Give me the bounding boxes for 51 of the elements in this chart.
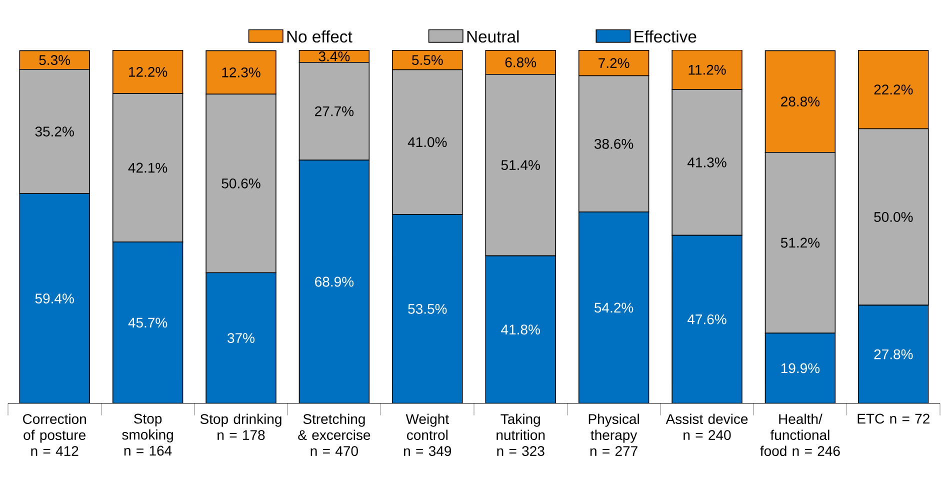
data-label: 59.4% [35,294,74,304]
x-tick-label: Stop drinking n = 178 [200,414,282,440]
legend-label: Effective [634,30,696,43]
data-label: 12.3% [222,67,260,78]
data-label: 3.4% [318,51,350,62]
data-label: 38.6% [594,138,634,149]
x-tick-label: Taking nutrition n = 323 [496,414,545,456]
data-label: 12.2% [129,66,168,77]
data-label: 27.7% [315,106,354,116]
data-label: 54.2% [594,302,634,313]
bar [672,50,742,90]
x-tick-label: Weight control n = 349 [404,414,452,456]
data-label: 27.8% [874,349,913,360]
data-label: 41.3% [687,157,726,168]
data-label: 50.6% [222,178,260,188]
data-label: 41.8% [501,324,540,335]
data-label: 11.2% [688,64,726,75]
data-label: 68.9% [315,276,354,287]
data-label: 5.5% [412,55,443,65]
data-label: 47.6% [687,314,726,324]
bar [578,50,650,76]
bar [392,50,463,70]
data-label: 41.0% [408,137,447,148]
legend-label: No effect [287,30,352,43]
data-label: 50.0% [874,212,913,222]
data-label: 51.2% [780,238,820,248]
bar [764,50,836,153]
data-label: 37% [228,333,255,343]
data-label: 28.8% [781,96,820,106]
data-label: 53.5% [408,304,447,314]
data-label: 22.2% [874,84,913,94]
data-label: 51.4% [501,160,540,170]
x-tick-label: Assist device n = 240 [666,414,748,440]
data-label: 7.2% [598,58,630,68]
bar [112,50,184,94]
x-tick-label: Stretching & excercise n = 470 [298,414,370,456]
bar [206,50,276,95]
x-tick-label: Physical therapy n = 277 [588,414,639,456]
data-label: 42.1% [128,162,168,173]
x-tick-label: Stop smoking n = 164 [122,414,173,456]
bar [858,50,929,130]
legend-label: Neutral [467,30,519,43]
x-tick-label: Health/ functional food n = 246 [760,414,840,456]
data-label: 45.7% [128,318,168,328]
data-label: 19.9% [781,363,820,374]
x-tick-label: Correction of posture n = 412 [23,414,86,456]
data-label: 35.2% [35,126,74,137]
bar [485,50,556,75]
x-tick-label: ETC n = 72 [858,414,930,424]
data-label: 6.8% [505,57,536,68]
data-label: 5.3% [39,55,70,66]
